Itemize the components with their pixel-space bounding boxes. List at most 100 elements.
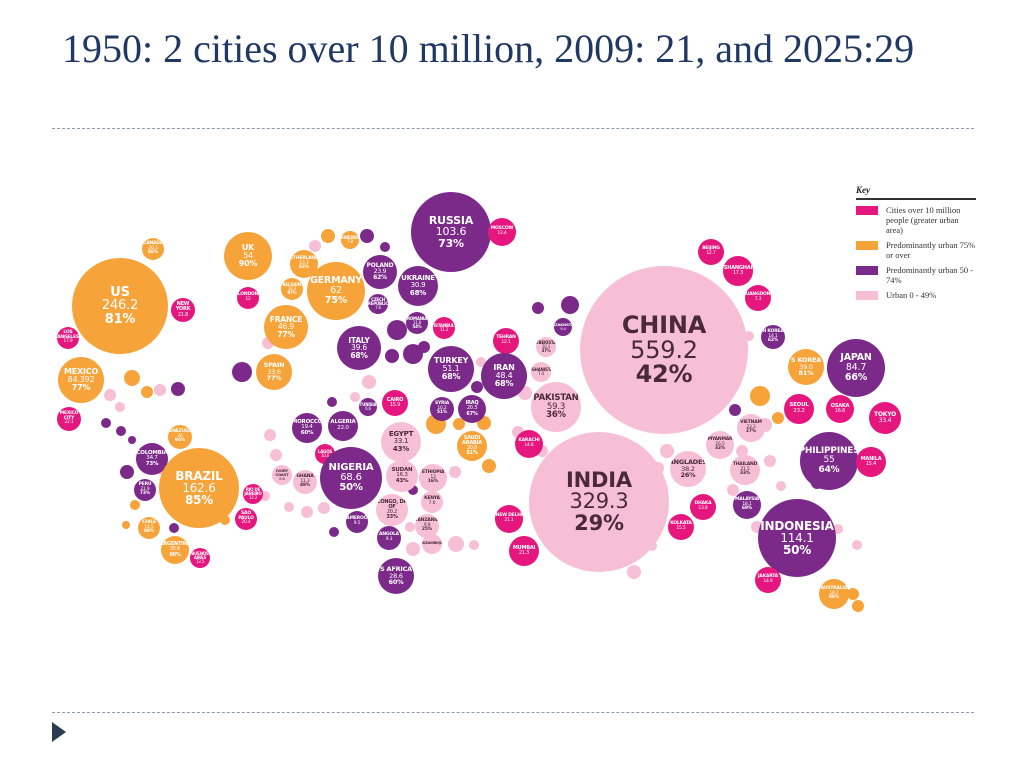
bubble-name: TURKEY	[433, 355, 469, 365]
bubble-value: 21.3	[518, 550, 530, 556]
bubble-name: SHANGHAI	[723, 264, 753, 271]
bubble-vietnam: VIETNAM 23.3 27%	[737, 414, 765, 442]
bubble-name: PERU	[138, 482, 152, 488]
bubble-istanbul: ISTANBUL 11.2	[433, 317, 455, 339]
bubble-urban-percent: 60%	[300, 429, 314, 436]
minor-country-bubble	[729, 404, 741, 416]
bubble-india: INDIA 329.3 29%	[529, 432, 669, 572]
bubble-angola: ANGOLA 9.3	[377, 526, 401, 550]
minor-country-bubble	[772, 412, 784, 424]
bubble-romania: ROMANIA 11.6 54%	[406, 312, 428, 334]
bubble-urban-percent: 54%	[412, 324, 422, 330]
bubble-belgium: BELGIUM 10.2 97%	[281, 278, 303, 300]
bubble-pakistan: PAKISTAN 59.3 36%	[531, 382, 581, 432]
bubble-value: 10.2	[287, 285, 297, 291]
bubble-value: 559.2	[630, 335, 698, 364]
bubble-karachi: KARACHI 14.8	[515, 430, 543, 458]
bubble-name: KOLKATA	[670, 521, 692, 527]
bubble-value: 18.1	[829, 590, 839, 596]
bubble-value: 20.4	[241, 520, 251, 526]
bubble-name: THAILAND	[732, 462, 758, 468]
slide-title: 1950: 2 cities over 10 million, 2009: 21…	[62, 26, 915, 71]
bubble-value: 11.2	[439, 327, 449, 332]
bubble-urban-percent: 66%	[844, 371, 868, 383]
bubble-jakarta: JAKARTA 14.9	[755, 567, 781, 593]
bubble-name: KARACHI	[518, 438, 540, 444]
minor-country-bubble	[852, 600, 864, 612]
bubble-ukraine: UKRAINE 30.9 68%	[398, 266, 438, 306]
bubble-value: 59.3	[546, 401, 566, 412]
bubble-urban-percent: 25%	[421, 527, 433, 533]
bubble-urban-percent: 49%	[299, 483, 311, 489]
bubble-value: 23.9	[373, 267, 387, 275]
minor-country-bubble	[115, 402, 125, 412]
bubble-urban-percent: 68%	[441, 372, 461, 382]
minor-country-bubble	[232, 362, 252, 382]
bubble-urban-percent: 43%	[392, 444, 410, 453]
bubble-name: LONDON	[237, 292, 259, 298]
bubble-urban-percent: 73%	[438, 236, 464, 250]
bubble-value: 9.9	[423, 522, 431, 528]
minor-country-bubble	[124, 370, 140, 386]
minor-country-bubble	[141, 386, 153, 398]
bubble-name: NEW YORK	[175, 301, 191, 313]
bubble-name: EGYPT	[388, 430, 414, 439]
bubble-seoul: SEOUL 23.2	[784, 394, 814, 424]
legend: Key Cities over 10 million people (great…	[856, 185, 976, 300]
bubble-urban-percent: 88%	[828, 595, 840, 601]
bubble-value: 19.4	[301, 424, 313, 431]
bubble-value: 28.6	[389, 571, 403, 580]
footer-divider	[52, 712, 974, 713]
bubble-bangladesh: BANGLADESH38.226%	[670, 451, 706, 487]
bubble-value: 26	[177, 433, 183, 439]
bubble-value: 17.9	[63, 339, 73, 345]
minor-country-bubble	[833, 524, 843, 534]
bubble-name: RUSSIA	[428, 214, 474, 228]
bubble-name: MANILA	[860, 455, 882, 462]
bubble-name: MOROCCO	[292, 418, 322, 425]
bubble-name: JAKARTA	[757, 574, 779, 580]
bubble-value: 20.3	[466, 405, 478, 412]
bubble-urban-percent: 75%	[324, 294, 348, 306]
minor-country-bubble	[852, 540, 862, 550]
minor-country-bubble	[476, 357, 486, 367]
bubble-name: UK	[241, 242, 255, 252]
bubble-value: 14.5	[144, 524, 154, 530]
bubble-value: 84.7	[845, 362, 867, 374]
bubble-name: INDONESIA	[760, 518, 834, 533]
bubble-name: ETHIOPIA	[421, 470, 445, 476]
bubble-turkey: TURKEY 51.1 68%	[428, 346, 474, 392]
legend-item: Urban 0 - 49%	[856, 290, 976, 300]
bubble-name: MEXICO	[63, 366, 99, 376]
bubble-value: 7.3	[754, 297, 762, 302]
bubble-name: MYANMAR	[707, 437, 733, 443]
bubble-italy: ITALY 39.6 68%	[337, 326, 381, 370]
bubble-value: 7.6	[375, 305, 381, 311]
bubble-manila: MANILA 15.4	[856, 447, 886, 477]
minor-country-bubble	[482, 459, 496, 473]
bubble-value: 39.6	[351, 343, 367, 353]
bubble-poland: POLAND 23.9 62%	[363, 255, 397, 289]
legend-label: Urban 0 - 49%	[886, 290, 937, 300]
bubble-urban-percent: 50%	[339, 482, 363, 494]
minor-country-bubble	[627, 565, 641, 579]
bubble-urban-percent: 90%	[238, 259, 258, 269]
bubble-dhaka: DHAKA 13.8	[690, 494, 716, 520]
minor-country-bubble	[171, 382, 185, 396]
bubble-name: UKRAINE	[401, 274, 435, 283]
bubble-urban-percent: 33%	[386, 514, 398, 521]
minor-country-bubble	[406, 542, 420, 556]
bubble-russia: RUSSIA 103.6 73%	[411, 192, 491, 272]
bubble-value: 23.3	[746, 424, 756, 430]
bubble-name: GHANA	[296, 474, 314, 480]
bubble-name: TANZANIA	[415, 518, 439, 524]
bubble-name: KENYA	[424, 496, 440, 502]
minor-country-bubble	[408, 485, 418, 495]
bubble-new-york: NEW YORK 21.8	[171, 298, 195, 322]
bubble-kazakhstan: KAZAKHSTAN9.4	[554, 318, 572, 336]
bubble-value: 21.8	[177, 311, 189, 318]
minor-country-bubble	[321, 229, 335, 243]
bubble-value: 22.1	[64, 420, 74, 426]
minor-country-bubble	[469, 540, 479, 550]
next-slide-arrow-icon[interactable]	[52, 722, 66, 742]
